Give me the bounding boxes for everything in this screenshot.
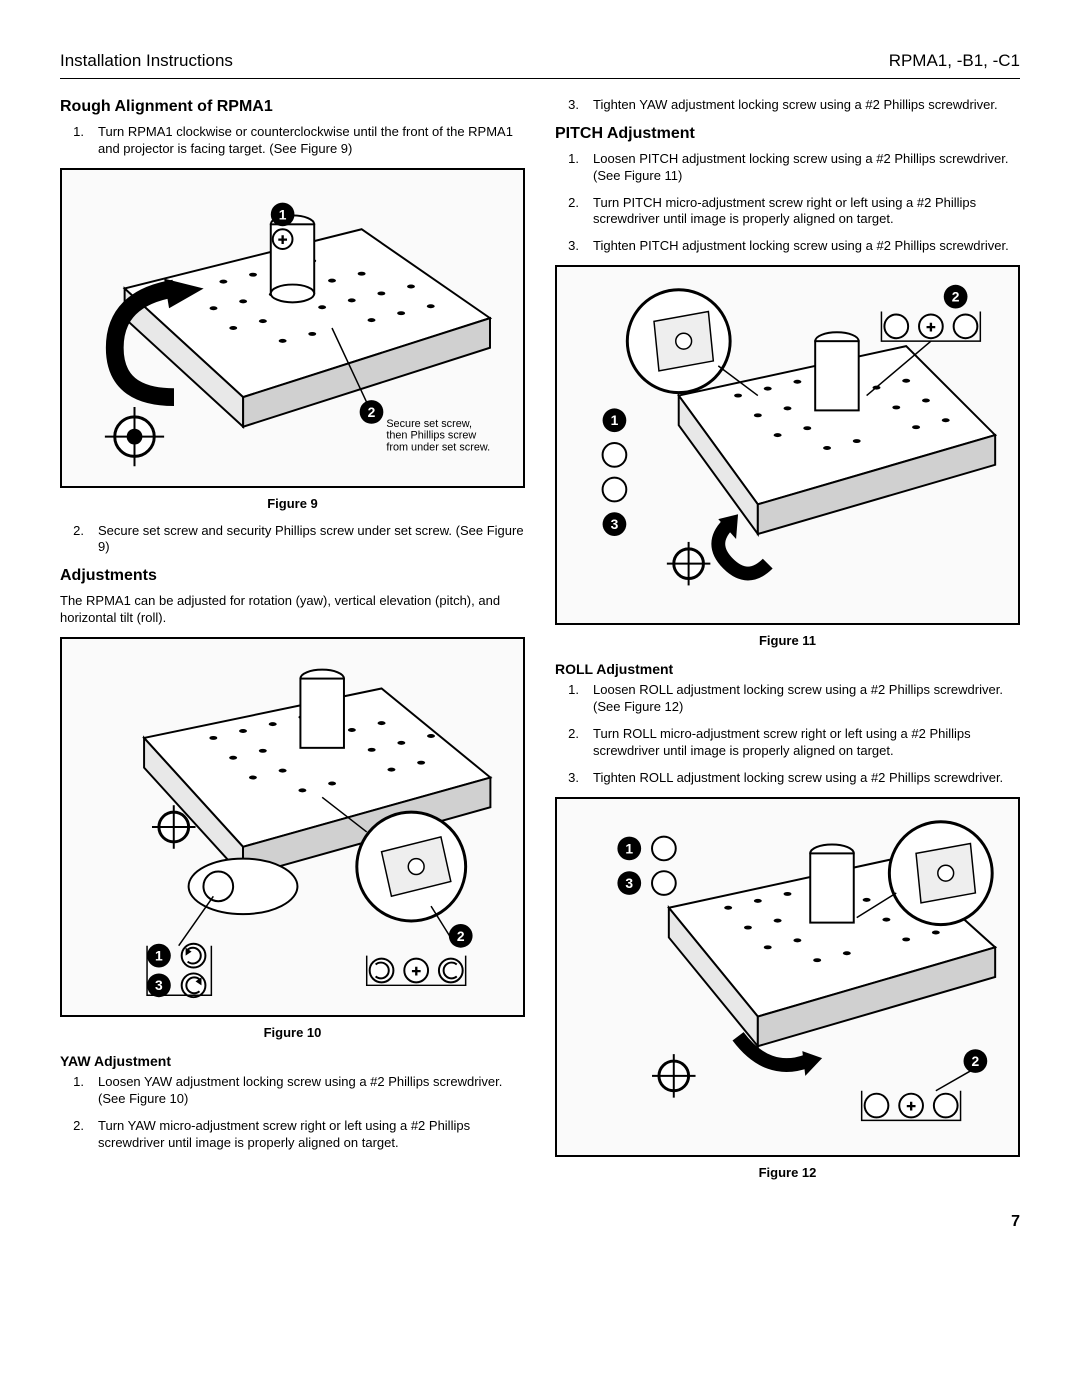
pitch-heading: PITCH Adjustment [555,124,1020,145]
yaw-step-3: 3.Tighten YAW adjustment locking screw u… [579,97,1020,114]
page-number: 7 [60,1212,1020,1233]
svg-text:✚: ✚ [278,233,288,247]
rough-alignment-heading: Rough Alignment of RPMA1 [60,97,525,118]
roll-heading: ROLL Adjustment [555,660,1020,678]
svg-text:✚: ✚ [926,321,936,335]
fig9-annotation: Secure set screw, then Phillips screw fr… [386,417,490,453]
svg-text:3: 3 [155,977,163,993]
svg-text:2: 2 [972,1053,980,1069]
svg-text:3: 3 [611,516,619,532]
svg-text:1: 1 [625,840,633,856]
svg-text:✚: ✚ [411,964,421,978]
pitch-step-3: 3.Tighten PITCH adjustment locking screw… [579,238,1020,255]
figure-11-caption: Figure 11 [555,633,1020,650]
pitch-step-2: 2.Turn PITCH micro-adjustment screw righ… [579,195,1020,229]
svg-text:1: 1 [279,206,287,222]
roll-step-3: 3.Tighten ROLL adjustment locking screw … [579,770,1020,787]
yaw-heading: YAW Adjustment [60,1052,525,1070]
svg-text:✚: ✚ [906,1099,916,1113]
yaw-step-2: 2.Turn YAW micro-adjustment screw right … [84,1118,525,1152]
figure-12: 1 3 2 ✚ [555,797,1020,1157]
figure-10: 1 3 2 ✚ [60,637,525,1017]
figure-10-caption: Figure 10 [60,1025,525,1042]
roll-step-2: 2.Turn ROLL micro-adjustment screw right… [579,726,1020,760]
svg-text:2: 2 [457,928,465,944]
right-column: 3.Tighten YAW adjustment locking screw u… [555,97,1020,1192]
left-column: Rough Alignment of RPMA1 1.Turn RPMA1 cl… [60,97,525,1192]
page-header: Installation Instructions RPMA1, -B1, -C… [60,50,1020,79]
figure-9-caption: Figure 9 [60,496,525,513]
roll-step-1: 1.Loosen ROLL adjustment locking screw u… [579,682,1020,716]
pitch-step-1: 1.Loosen PITCH adjustment locking screw … [579,151,1020,185]
adjustments-intro: The RPMA1 can be adjusted for rotation (… [60,593,525,627]
svg-text:1: 1 [155,948,163,964]
figure-11: 2 ✚ 1 3 [555,265,1020,625]
rough-step-1: 1.Turn RPMA1 clockwise or counterclockwi… [84,124,525,158]
svg-text:2: 2 [368,404,376,420]
rough-step-2: 2.Secure set screw and security Phillips… [84,523,525,557]
figure-12-caption: Figure 12 [555,1165,1020,1182]
header-left: Installation Instructions [60,50,233,72]
header-right: RPMA1, -B1, -C1 [889,50,1020,72]
svg-text:3: 3 [625,875,633,891]
adjustments-heading: Adjustments [60,566,525,587]
figure-9: 1 ✚ 2 Secure set screw, then Phillips sc… [60,168,525,488]
svg-text:2: 2 [952,289,960,305]
yaw-step-1: 1.Loosen YAW adjustment locking screw us… [84,1074,525,1108]
svg-text:1: 1 [611,412,619,428]
